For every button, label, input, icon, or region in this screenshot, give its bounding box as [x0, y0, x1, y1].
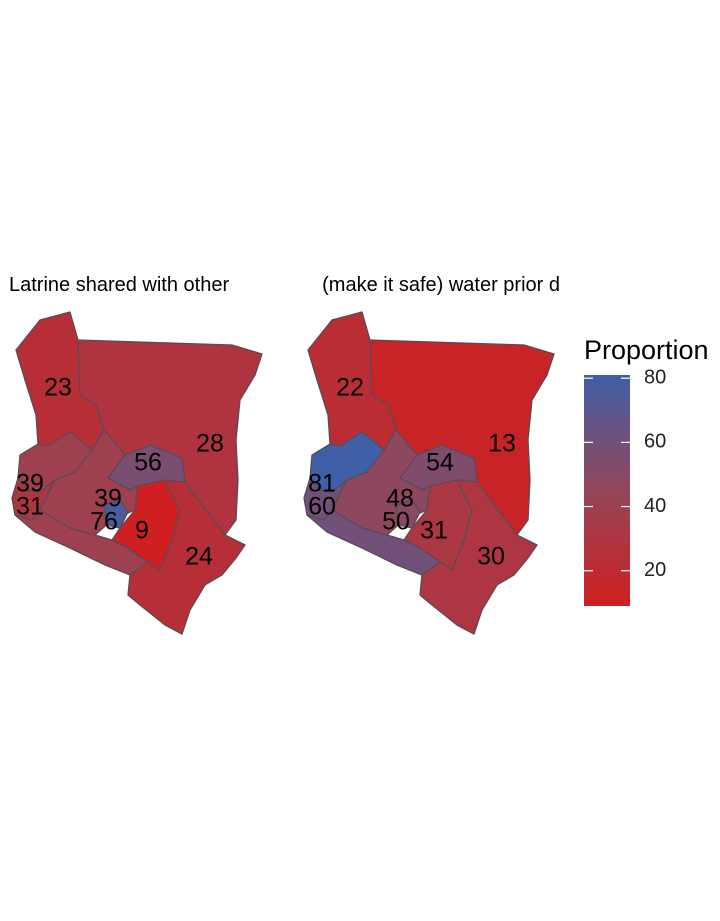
region-label-nairobi: 76: [90, 508, 118, 536]
region-label-coast: 24: [185, 543, 213, 571]
region-label-nairobi: 50: [382, 508, 410, 536]
region-label-west-north: 81: [308, 470, 336, 498]
region-label-west-south: 60: [308, 493, 336, 521]
region-coast: [419, 479, 538, 635]
region-label-north-west: 23: [44, 374, 72, 402]
region-label-central: 48: [386, 485, 414, 513]
region-label-east-central: 56: [134, 449, 162, 477]
panel-title-2: (make it safe) water prior d: [322, 274, 560, 296]
region-label-south-central: 9: [135, 517, 149, 545]
region-label-south-central: 31: [420, 517, 448, 545]
region-label-west-south: 31: [16, 493, 44, 521]
region-nairobi: [103, 499, 129, 529]
region-label-north-west: 22: [336, 374, 364, 402]
legend-title: Proportion: [584, 335, 709, 365]
region-label-central: 39: [94, 485, 122, 513]
legend-tick-label: 40: [644, 495, 666, 517]
region-nairobi: [395, 499, 421, 529]
region-label-east-central: 54: [426, 449, 454, 477]
region-label-coast: 30: [477, 543, 505, 571]
panel-title-1: Latrine shared with other: [9, 274, 229, 296]
legend-tick-label: 80: [644, 366, 666, 388]
region-label-north-east: 13: [488, 430, 516, 458]
region-label-west-north: 39: [16, 470, 44, 498]
legend-colorbar: [584, 375, 630, 606]
region-coast: [127, 479, 246, 635]
legend-tick-label: 60: [644, 431, 666, 453]
region-label-north-east: 28: [196, 430, 224, 458]
legend-tick-label: 20: [644, 559, 666, 581]
